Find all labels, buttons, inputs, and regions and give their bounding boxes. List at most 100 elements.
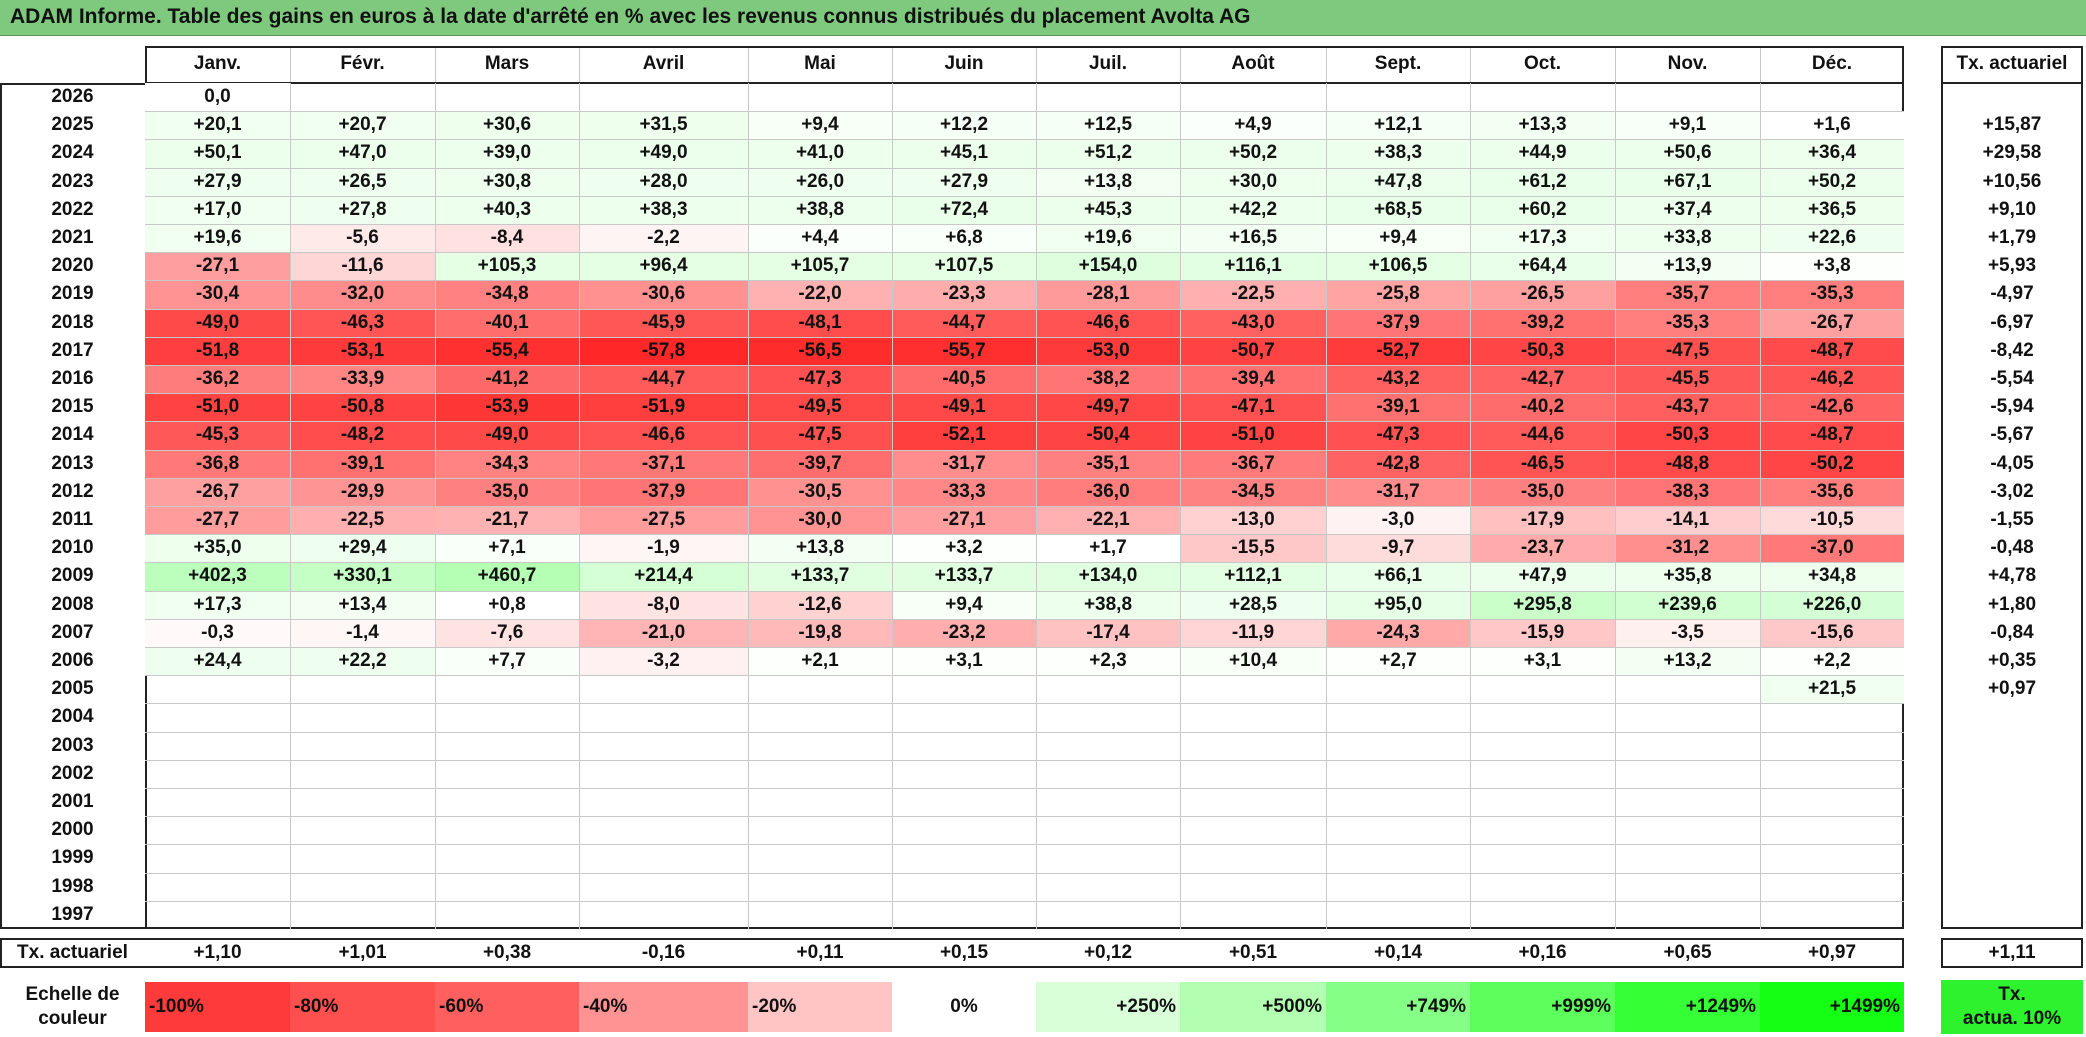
- year-label: 1999: [51, 847, 94, 869]
- heatmap-cell: +35,8: [1615, 562, 1760, 591]
- heatmap-cell: -46,5: [1470, 449, 1615, 478]
- rate-cell: +5,93: [1987, 255, 2037, 277]
- heatmap-cell: [748, 901, 892, 929]
- heatmap-cell: +31,5: [579, 111, 748, 140]
- heatmap-cell: [1615, 675, 1760, 703]
- heatmap-cell: +50,2: [1180, 139, 1326, 168]
- heatmap-cell: -24,3: [1326, 618, 1470, 647]
- heatmap-cell: +36,4: [1760, 139, 1904, 168]
- heatmap-cell: [892, 901, 1036, 929]
- heatmap-cell: [579, 788, 748, 816]
- row-divider: [145, 816, 1904, 818]
- rate-cell: +1,79: [1987, 227, 2037, 249]
- heatmap-cell: [579, 901, 748, 929]
- column-divider: [1470, 83, 1471, 929]
- heatmap-cell: -15,9: [1470, 618, 1615, 647]
- summary-value: +0,65: [1663, 942, 1712, 963]
- column-header-7: Août: [1231, 53, 1275, 74]
- heatmap-cell: [1326, 675, 1470, 703]
- summary-value: +0,97: [1807, 942, 1857, 963]
- heatmap-cell: [1326, 844, 1470, 872]
- scale-swatch: +250%: [1036, 982, 1180, 1032]
- heatmap-cell: -48,2: [290, 421, 435, 450]
- heatmap-cell: [1180, 732, 1326, 760]
- heatmap-cell: [1036, 675, 1180, 703]
- heatmap-cell: +4,4: [748, 224, 892, 253]
- heatmap-cell: -17,4: [1036, 618, 1180, 647]
- year-label: 2009: [51, 565, 94, 587]
- column-header-11: Déc.: [1811, 53, 1853, 74]
- heatmap-cell: [1615, 873, 1760, 901]
- heatmap-cell: [748, 732, 892, 760]
- heatmap-cell: [435, 732, 579, 760]
- heatmap-cell: -49,1: [892, 393, 1036, 422]
- row-divider: [145, 506, 1904, 507]
- heatmap-cell: +44,9: [1470, 139, 1615, 168]
- year-label: 2025: [51, 114, 94, 136]
- rate-column-frame: [1941, 46, 2083, 929]
- heatmap-cell: +460,7: [435, 562, 579, 591]
- heatmap-cell: -37,9: [1326, 308, 1470, 337]
- heatmap-cell: -45,9: [579, 308, 748, 337]
- heatmap-cell: -48,1: [748, 308, 892, 337]
- heatmap-cell: [1470, 83, 1615, 111]
- heatmap-cell: [1180, 816, 1326, 844]
- heatmap-cell: -5,6: [290, 224, 435, 253]
- heatmap-cell: +3,1: [892, 647, 1036, 676]
- row-divider: [145, 647, 1904, 648]
- heatmap-cell: [1470, 760, 1615, 788]
- row-divider: [145, 703, 1904, 705]
- column-divider: [435, 83, 436, 929]
- heatmap-cell: -40,5: [892, 365, 1036, 394]
- rate-cell: -8,42: [1990, 339, 2034, 361]
- rate-cell: -0,84: [1990, 621, 2034, 643]
- heatmap-cell: -46,2: [1760, 365, 1904, 394]
- heatmap-cell: [435, 675, 579, 703]
- heatmap-cell: -35,7: [1615, 280, 1760, 309]
- heatmap-cell: +20,1: [145, 111, 290, 140]
- heatmap-cell: [290, 788, 435, 816]
- scale-swatch: -20%: [748, 982, 892, 1032]
- heatmap-cell: +68,5: [1326, 195, 1470, 224]
- chart-title: ADAM Informe. Table des gains en euros à…: [10, 5, 1251, 28]
- heatmap-cell: -43,2: [1326, 365, 1470, 394]
- heatmap-cell: [579, 760, 748, 788]
- rate-column-header: Tx. actuariel: [1956, 53, 2068, 74]
- heatmap-cell: -39,2: [1470, 308, 1615, 337]
- heatmap-cell: [1615, 83, 1760, 111]
- heatmap-cell: +67,1: [1615, 167, 1760, 196]
- heatmap-cell: -49,7: [1036, 393, 1180, 422]
- summary-value: +0,14: [1373, 942, 1423, 963]
- heatmap-cell: 0,0: [145, 83, 290, 112]
- header-divider: [1470, 48, 1471, 82]
- heatmap-cell: +64,4: [1470, 252, 1615, 281]
- heatmap-cell: -50,7: [1180, 336, 1326, 365]
- year-label: 2017: [51, 339, 94, 361]
- year-label: 2021: [51, 227, 94, 249]
- heatmap-cell: [1760, 760, 1904, 788]
- heatmap-cell: -37,1: [579, 449, 748, 478]
- heatmap-cell: [1760, 788, 1904, 816]
- heatmap-cell: [892, 816, 1036, 844]
- heatmap-cell: -35,0: [435, 477, 579, 506]
- scale-label-line2: couleur: [38, 1008, 107, 1029]
- heatmap-cell: -22,0: [748, 280, 892, 309]
- heatmap-cell: -12,6: [748, 590, 892, 619]
- year-label: 2001: [51, 791, 94, 813]
- heatmap-cell: +214,4: [579, 562, 748, 591]
- heatmap-cell: -51,9: [579, 393, 748, 422]
- heatmap-cell: [1615, 901, 1760, 929]
- row-divider: [145, 477, 1904, 479]
- heatmap-cell: +239,6: [1615, 590, 1760, 619]
- rate-cell: +9,10: [1987, 198, 2037, 220]
- heatmap-cell: -37,9: [579, 477, 748, 506]
- heatmap-cell: -40,1: [435, 308, 579, 337]
- heatmap-cell: [1615, 703, 1760, 731]
- heatmap-cell: +105,3: [435, 252, 579, 281]
- summary-value: +1,01: [338, 942, 387, 963]
- heatmap-cell: -39,4: [1180, 365, 1326, 394]
- heatmap-cell: -49,0: [435, 421, 579, 450]
- column-divider: [892, 83, 893, 929]
- heatmap-cell: [579, 732, 748, 760]
- heatmap-cell: [1326, 760, 1470, 788]
